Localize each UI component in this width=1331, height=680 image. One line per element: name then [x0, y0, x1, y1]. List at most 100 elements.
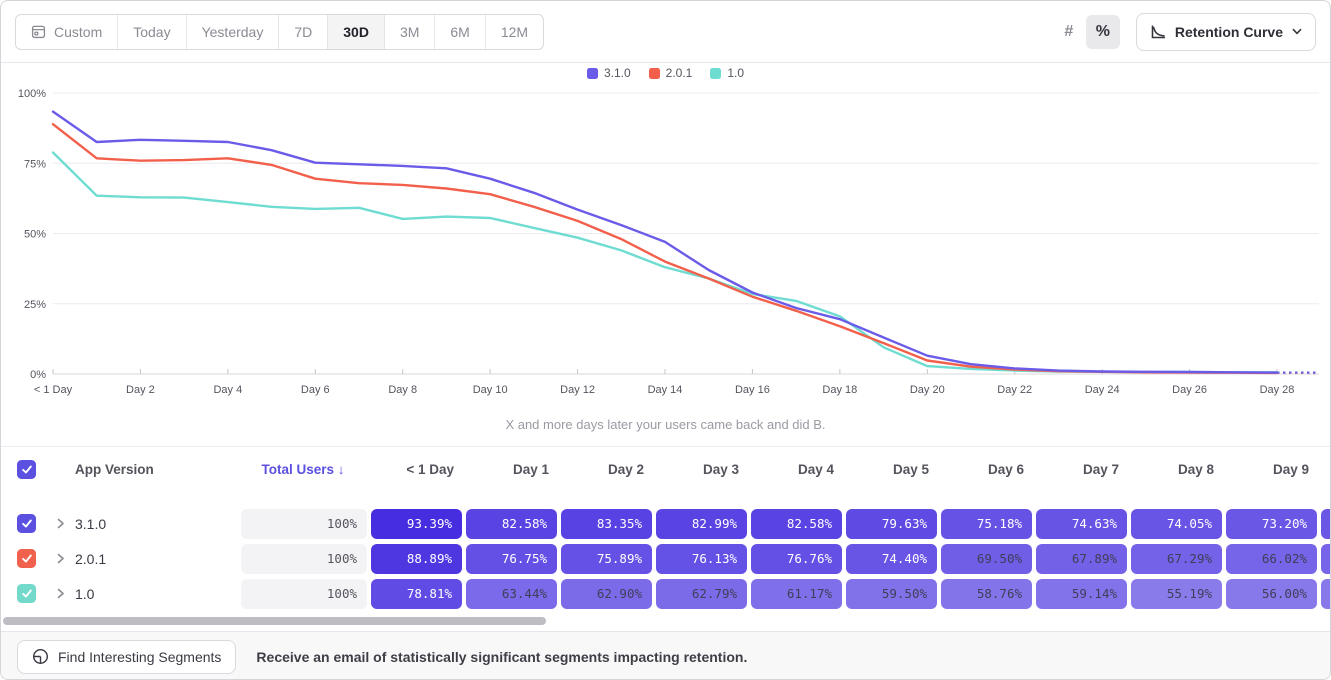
chevron-right-icon[interactable] — [57, 588, 65, 599]
x-axis-label: Day 24 — [1085, 384, 1120, 396]
legend-swatch — [586, 67, 598, 79]
column-header-day: < 1 Day — [406, 461, 454, 477]
column-header-day: Day 9 — [1272, 461, 1309, 477]
retention-cell: 61.17% — [751, 578, 842, 609]
range-button-6m[interactable]: 6M — [434, 14, 484, 49]
retention-cell: 69.50% — [941, 543, 1032, 574]
retention-cell: 88.89% — [371, 543, 462, 574]
range-button-12m[interactable]: 12M — [484, 14, 543, 49]
x-axis-label: Day 6 — [301, 384, 330, 396]
toolbar-right: # % Retention Curve — [1052, 12, 1316, 51]
legend-label: 1.0 — [727, 66, 745, 80]
total-users-cell: 100% — [241, 578, 367, 609]
range-button-3m[interactable]: 3M — [383, 14, 434, 49]
chart-section: 3.1.0 2.0.1 1.0 0% 25% 50% 75% 100% < 1 Day Day … — [1, 63, 1330, 446]
column-header-day: Day 8 — [1177, 461, 1214, 477]
series-line-2.0.1 — [51, 123, 1279, 375]
retention-table: App Version Total Users ↓ < 1 Day Day 1 Da… — [1, 446, 1330, 611]
table-header-row: App Version Total Users ↓ < 1 Day Day 1 Da… — [1, 446, 1330, 491]
range-button-30d[interactable]: 30D — [327, 14, 384, 49]
view-selector-label: Retention Curve — [1174, 23, 1283, 40]
unit-toggle: # % — [1052, 14, 1120, 49]
column-header-day: Day 2 — [607, 461, 644, 477]
legend-item-2.0.1[interactable]: 2.0.1 — [648, 66, 693, 80]
y-axis-label: 50% — [24, 229, 46, 241]
x-axis-label: Day 4 — [213, 384, 242, 396]
y-axis-label: 75% — [24, 158, 46, 170]
chevron-down-icon — [1292, 28, 1302, 35]
cutoff-cell — [1321, 508, 1330, 539]
version-label: 2.0.1 — [75, 550, 107, 567]
find-interesting-segments-button[interactable]: Find Interesting Segments — [17, 639, 237, 674]
retention-cell: 93.39% — [371, 508, 462, 539]
y-axis-label: 25% — [24, 299, 46, 311]
segments-icon — [32, 648, 49, 665]
range-button-yesterday[interactable]: Yesterday — [185, 14, 279, 49]
column-header-app-version: App Version — [75, 461, 154, 477]
x-axis-label: Day 2 — [126, 384, 155, 396]
range-button-custom[interactable]: Custom — [16, 15, 117, 49]
range-button-today[interactable]: Today — [117, 14, 185, 49]
version-cell: 3.1.0 — [51, 516, 235, 532]
retention-cell: 76.13% — [656, 543, 747, 574]
header-checkbox-wrap — [1, 459, 51, 479]
retention-cell: 63.44% — [466, 578, 557, 609]
sort-descending-icon: ↓ — [337, 461, 345, 477]
row-checkbox-wrap — [1, 584, 51, 603]
range-button-label: Yesterday — [201, 23, 264, 40]
total-users-cell: 100% — [241, 508, 367, 539]
row-checkbox-2.0.1[interactable] — [17, 549, 36, 568]
column-header-total-users[interactable]: Total Users ↓ — [235, 462, 371, 477]
toolbar: Custom Today Yesterday 7D 30D 3M 6M 12M # % Ret… — [1, 1, 1330, 63]
retention-curve-icon — [1150, 24, 1166, 40]
version-label: 1.0 — [75, 585, 95, 602]
retention-cell: 78.81% — [371, 578, 462, 609]
version-cell: 2.0.1 — [51, 551, 235, 567]
chevron-right-icon[interactable] — [57, 553, 65, 564]
retention-cell: 59.14% — [1036, 578, 1127, 609]
retention-chart: 0% 25% 50% 75% 100% < 1 Day Day 2 Day 4 Day 6 Day… — [18, 88, 1319, 396]
total-users-label: Total Users — [261, 461, 334, 477]
legend-swatch — [710, 67, 722, 79]
x-axis-label: Day 16 — [735, 384, 770, 396]
retention-cell: 82.99% — [656, 508, 747, 539]
legend-label: 3.1.0 — [603, 66, 631, 80]
find-segments-label: Find Interesting Segments — [58, 648, 222, 665]
horizontal-scrollbar-thumb[interactable] — [3, 617, 546, 625]
absolute-numbers-button[interactable]: # — [1064, 22, 1074, 40]
legend-label: 2.0.1 — [665, 66, 693, 80]
chevron-right-icon[interactable] — [57, 518, 65, 529]
total-users-cell: 100% — [241, 543, 367, 574]
view-selector-dropdown[interactable]: Retention Curve — [1135, 12, 1316, 51]
row-checkbox-1.0[interactable] — [17, 584, 36, 603]
x-axis-label: Day 22 — [997, 384, 1032, 396]
retention-cell: 75.18% — [941, 508, 1032, 539]
y-axis-label: 0% — [30, 369, 46, 381]
select-all-checkbox[interactable] — [17, 459, 36, 479]
row-checkbox-wrap — [1, 549, 51, 568]
retention-cell: 76.75% — [466, 543, 557, 574]
legend-item-1.0[interactable]: 1.0 — [710, 66, 744, 80]
x-axis-label: Day 28 — [1260, 384, 1295, 396]
retention-cell: 74.05% — [1131, 508, 1222, 539]
range-button-7d[interactable]: 7D — [278, 14, 327, 49]
cutoff-cell — [1321, 578, 1330, 609]
row-checkbox-wrap — [1, 514, 51, 533]
retention-cell: 58.76% — [941, 578, 1032, 609]
column-header-day: Day 3 — [702, 461, 739, 477]
date-range-group: Custom Today Yesterday 7D 30D 3M 6M 12M — [15, 13, 545, 50]
range-button-label: 7D — [294, 23, 313, 40]
retention-cell: 66.02% — [1226, 543, 1317, 574]
chart-legend: 3.1.0 2.0.1 1.0 — [1, 66, 1330, 80]
footer-bar: Find Interesting Segments Receive an ema… — [1, 631, 1330, 679]
range-button-label: 30D — [343, 23, 369, 40]
retention-cell: 73.20% — [1226, 508, 1317, 539]
row-checkbox-3.1.0[interactable] — [17, 514, 36, 533]
retention-cell: 55.19% — [1131, 578, 1222, 609]
retention-cell: 76.76% — [751, 543, 842, 574]
x-axis-label: Day 10 — [473, 384, 508, 396]
range-button-label: Today — [133, 23, 171, 40]
legend-item-3.1.0[interactable]: 3.1.0 — [586, 66, 631, 80]
retention-cell: 82.58% — [751, 508, 842, 539]
percentage-button[interactable]: % — [1085, 14, 1120, 49]
